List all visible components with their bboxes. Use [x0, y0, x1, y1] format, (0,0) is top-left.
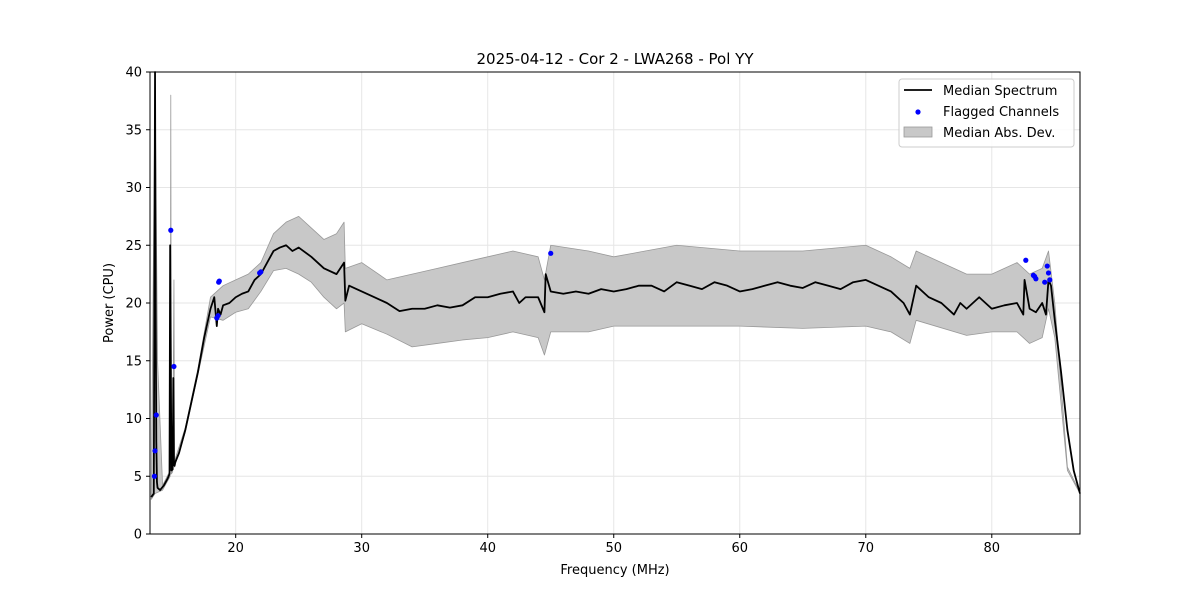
flagged-channel-point — [1045, 270, 1052, 276]
y-tick-label: 10 — [125, 412, 142, 427]
flagged-channel-point — [152, 448, 158, 454]
legend: Median Spectrum Flagged Channels Median … — [898, 78, 1075, 148]
legend-mad-label: Median Abs. Dev. — [943, 126, 1055, 141]
flagged-channel-point — [1044, 263, 1050, 269]
chart-title: 2025-04-12 - Cor 2 - LWA268 - Pol YY — [477, 50, 755, 68]
y-tick-label: 5 — [134, 470, 142, 485]
y-tick-label: 30 — [125, 181, 142, 196]
median-line-layer — [150, 71, 1081, 498]
y-tick-label: 20 — [125, 297, 142, 312]
flagged-channel-point — [168, 227, 174, 233]
legend-box — [898, 78, 1075, 148]
x-tick-label: 80 — [984, 541, 1001, 556]
flagged-channel-point — [171, 363, 177, 370]
flagged-channel-point — [258, 269, 264, 275]
x-tick-label: 20 — [227, 541, 244, 556]
median-spectrum-line — [150, 71, 1081, 498]
x-tick-label: 70 — [857, 541, 874, 556]
flagged-channel-point — [216, 278, 222, 284]
y-tick-label: 40 — [125, 66, 142, 81]
legend-median-label: Median Spectrum — [943, 84, 1057, 99]
flagged-channel-point — [1047, 277, 1053, 283]
flagged-channel-point — [1023, 257, 1029, 263]
flagged-channel-point — [1042, 279, 1048, 285]
x-tick-label: 60 — [731, 541, 748, 556]
flagged-points-layer — [151, 227, 1053, 479]
legend-mad-swatch — [903, 126, 933, 138]
x-tick-label: 50 — [605, 541, 622, 556]
flagged-channel-point — [1033, 276, 1039, 282]
y-tick-label: 35 — [125, 123, 142, 138]
legend-flagged-label: Flagged Channels — [943, 105, 1059, 120]
y-tick-label: 0 — [134, 528, 142, 543]
legend-flagged-swatch — [915, 109, 921, 115]
flagged-channel-point — [153, 412, 159, 418]
y-axis-label: Power (CPU) — [102, 263, 117, 343]
x-tick-label: 40 — [479, 541, 496, 556]
ticks: 20 30 40 50 60 70 80 0 5 10 15 20 25 30 35 40 — [125, 66, 1000, 557]
flagged-channel-point — [151, 473, 158, 479]
x-axis-label: Frequency (MHz) — [560, 563, 669, 578]
y-tick-label: 25 — [125, 239, 142, 254]
flagged-channel-point — [548, 250, 554, 256]
x-tick-label: 30 — [353, 541, 370, 556]
flagged-channel-point — [215, 313, 221, 319]
y-tick-label: 15 — [125, 354, 142, 369]
